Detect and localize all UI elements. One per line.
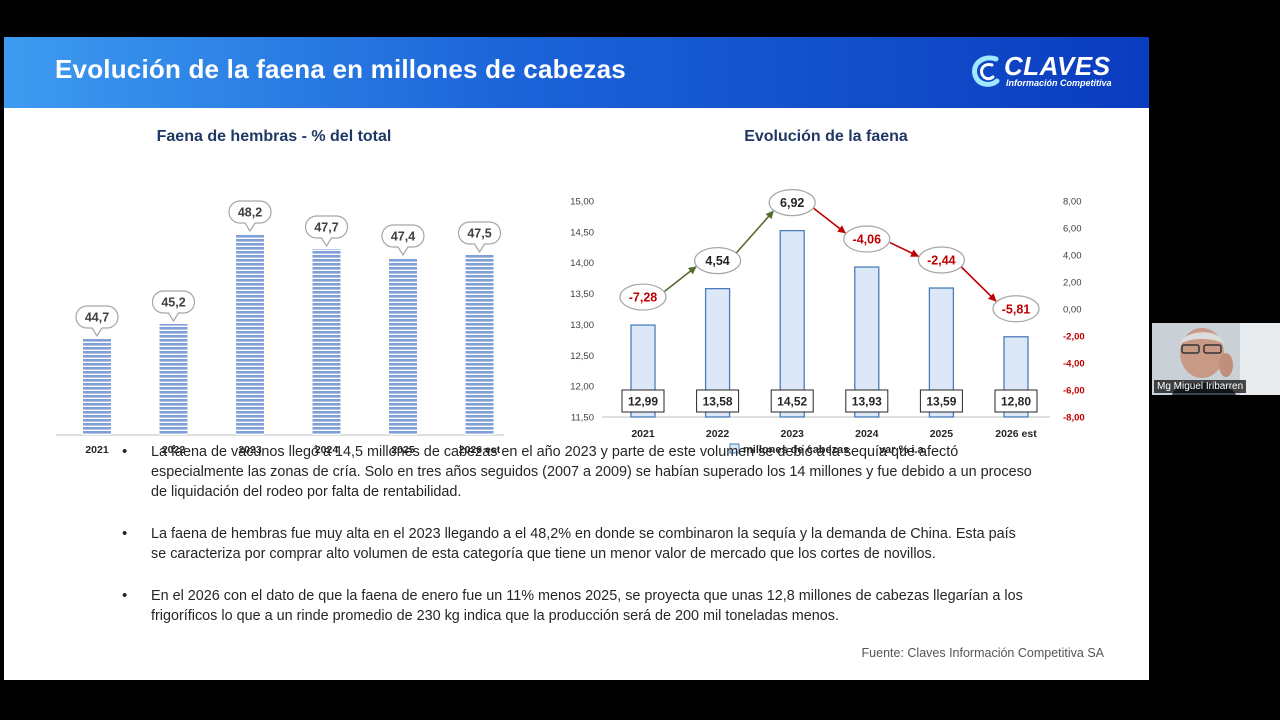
bar-value-label: 12,99 <box>628 395 658 409</box>
x-tick-label: 2022 <box>706 428 730 440</box>
value-label: 48,2 <box>238 206 262 220</box>
y-left-tick-label: 15,00 <box>570 197 594 208</box>
y-left-tick-label: 12,00 <box>570 382 594 393</box>
var-bubble-shape <box>917 246 965 274</box>
claves-logo: CLAVES Información Competitiva <box>970 51 1120 95</box>
y-left-tick-label: 11,50 <box>571 413 594 424</box>
webcam-tile: Mg Miguel Iribarren <box>1152 323 1280 395</box>
value-label: 47,7 <box>314 221 338 235</box>
data-label: 45,2 <box>151 290 196 323</box>
bar-value-box <box>621 389 665 413</box>
chart-slaughter-evolution: 11,50 12,00 12,50 13,00 13,50 14,00 14,50 15,00… <box>570 189 1085 456</box>
bar <box>159 324 188 435</box>
bullet-item: En el 2026 con el dato de que la faena d… <box>122 586 1032 626</box>
var-value-label: -7,28 <box>629 291 658 305</box>
bar-value-label: 12,80 <box>1001 395 1031 409</box>
data-label: 44,7 <box>75 305 119 338</box>
bar <box>312 249 341 435</box>
logo-text: CLAVES <box>1004 51 1111 81</box>
trend-arrow <box>735 210 774 254</box>
value-label: 44,7 <box>85 311 109 325</box>
bar-value-label: 13,59 <box>926 395 956 409</box>
value-bubble-shape <box>75 305 119 338</box>
bar-value-label: 13,58 <box>703 395 733 409</box>
source-note: Fuente: Claves Información Competitiva S… <box>861 646 1104 660</box>
value-bubble-shape <box>457 221 502 254</box>
var-bubble-shape <box>843 225 891 253</box>
y-right-tick-label: -2,00 <box>1063 332 1085 343</box>
bar-value-box <box>919 389 963 413</box>
slide: Evolución de la faena en millones de cab… <box>4 37 1149 680</box>
chart-female-slaughter: 44,7202145,2202248,2202347,7202447,42025… <box>56 200 504 456</box>
claves-logo-icon <box>972 55 1000 87</box>
trend-arrow <box>813 207 846 234</box>
y-left-tick-label: 13,50 <box>570 289 594 300</box>
data-label: 47,7 <box>304 215 349 248</box>
y-left-tick-label: 14,00 <box>570 258 594 269</box>
var-value-label: 4,54 <box>705 254 729 268</box>
value-bubble-shape <box>151 290 196 323</box>
value-bubble-shape <box>304 215 349 248</box>
x-tick-label: 2025 <box>930 428 954 440</box>
participant-name: Mg Miguel Iribarren <box>1154 380 1247 393</box>
y-right-tick-label: 6,00 <box>1063 224 1082 235</box>
bar <box>389 258 417 435</box>
var-value-label: -2,44 <box>927 254 956 268</box>
bar-value-box <box>696 389 740 413</box>
var-bubble-shape <box>694 247 742 275</box>
y-right-tick-label: 8,00 <box>1063 197 1082 208</box>
y-right-tick-label: -8,00 <box>1063 413 1085 424</box>
trend-arrow <box>960 266 997 302</box>
value-label: 47,4 <box>391 230 415 244</box>
y-left-tick-label: 14,50 <box>570 227 594 238</box>
bullet-item: La faena de vacunos llegó a 14,5 millone… <box>122 442 1032 502</box>
bar-value-label: 13,93 <box>852 395 882 409</box>
y-left-tick-label: 12,50 <box>570 351 594 362</box>
bullet-list: La faena de vacunos llegó a 14,5 millone… <box>122 442 1032 648</box>
bar-value-label: 14,52 <box>777 395 807 409</box>
logo-subtitle: Información Competitiva <box>1006 78 1112 88</box>
bullet-item: La faena de hembras fue muy alta en el 2… <box>122 524 1032 564</box>
bar <box>236 234 264 435</box>
y-right-tick-label: 0,00 <box>1063 305 1082 316</box>
slide-title: Evolución de la faena en millones de cab… <box>55 54 626 84</box>
value-bubble-shape <box>381 224 425 257</box>
x-tick-label: 2021 <box>631 428 655 440</box>
var-bubble-shape <box>768 189 816 217</box>
var-bubble-shape <box>619 283 667 311</box>
bar <box>83 339 111 435</box>
var-value-label: -5,81 <box>1002 302 1031 316</box>
var-bubble-shape <box>992 295 1040 323</box>
y-right-tick-label: 4,00 <box>1063 251 1082 262</box>
trend-arrow <box>664 266 697 292</box>
value-label: 47,5 <box>467 227 491 241</box>
slide-header: Evolución de la faena en millones de cab… <box>4 37 1149 108</box>
x-tick-label: 2021 <box>85 444 109 456</box>
var-value-label: 6,92 <box>780 196 804 210</box>
x-tick-label: 2023 <box>781 428 805 440</box>
y-right-tick-label: -6,00 <box>1063 386 1085 397</box>
bar-value-box <box>845 389 889 413</box>
data-label: 47,4 <box>381 224 425 257</box>
x-tick-label: 2026 est <box>995 428 1037 440</box>
value-bubble-shape <box>228 200 272 233</box>
bar-value-box <box>770 389 814 413</box>
bar-value-box <box>994 389 1038 413</box>
chart2-title: Evolución de la faena <box>744 128 908 145</box>
x-tick-label: 2024 <box>855 428 879 440</box>
y-right-tick-label: 2,00 <box>1063 278 1082 289</box>
trend-arrow <box>889 241 920 257</box>
data-label: 48,2 <box>228 200 272 233</box>
value-label: 45,2 <box>161 296 185 310</box>
chart1-title: Faena de hembras - % del total <box>156 128 392 145</box>
bar <box>465 255 494 435</box>
bar <box>779 229 805 418</box>
y-left-tick-label: 13,00 <box>570 320 594 331</box>
var-value-label: -4,06 <box>853 233 882 247</box>
y-right-tick-label: -4,00 <box>1063 359 1085 370</box>
data-label: 47,5 <box>457 221 502 254</box>
